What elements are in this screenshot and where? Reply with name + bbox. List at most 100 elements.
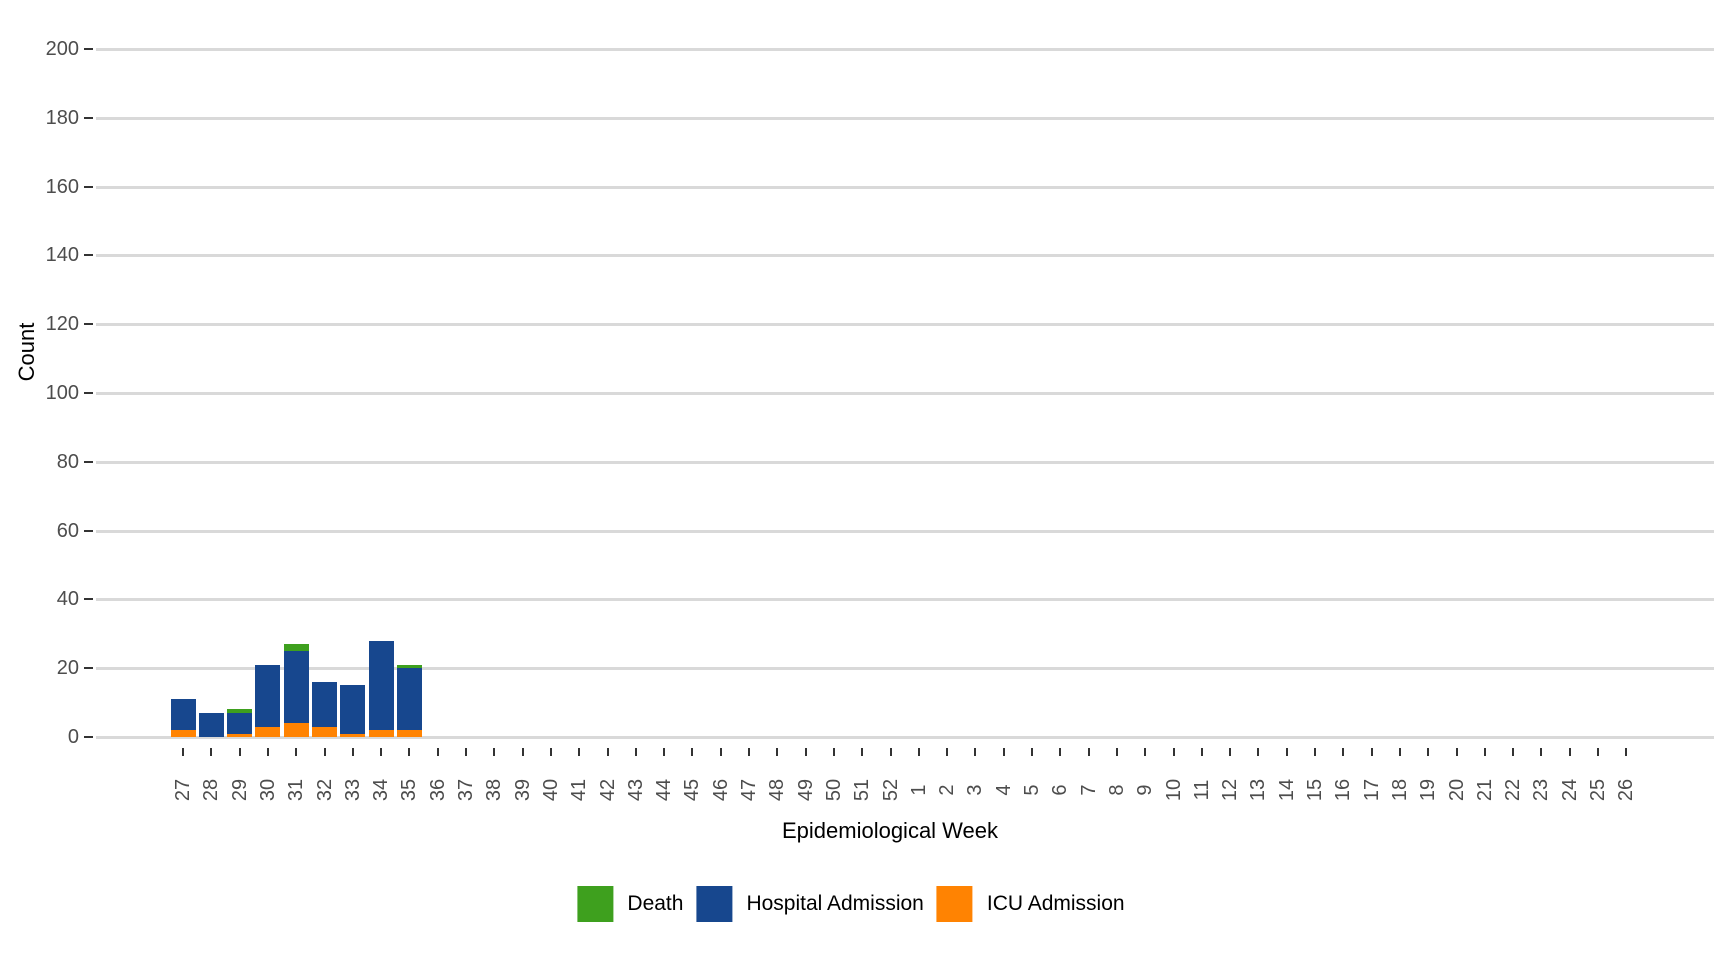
bar-week-29-hospital-admission bbox=[227, 712, 253, 734]
x-axis-tick bbox=[351, 748, 354, 756]
x-axis-tick bbox=[465, 748, 467, 756]
legend-swatch-icu-admission bbox=[936, 886, 973, 922]
x-axis-tick bbox=[691, 748, 694, 756]
bar-week-32-icu-admission bbox=[312, 726, 337, 737]
legend: Death Hospital Admission ICU Admission bbox=[577, 886, 1125, 922]
x-axis-tick bbox=[578, 748, 581, 756]
bar-week-33-icu-admission bbox=[340, 733, 366, 737]
gridline-y-0 bbox=[96, 736, 1714, 739]
x-axis-tick bbox=[832, 748, 835, 756]
x-axis-tick bbox=[408, 748, 411, 756]
x-axis-tick bbox=[634, 748, 637, 756]
bar-week-35-death bbox=[396, 664, 422, 669]
gridline-y-160 bbox=[96, 185, 1714, 189]
gridline-y-180 bbox=[96, 116, 1714, 120]
x-axis-tick bbox=[1200, 748, 1203, 756]
x-axis-tick bbox=[1172, 748, 1175, 756]
y-axis-tick-label: 0 bbox=[67, 726, 79, 748]
gridline-y-80 bbox=[96, 460, 1714, 464]
legend-swatch-death bbox=[577, 886, 614, 922]
y-axis-tick bbox=[84, 254, 93, 257]
legend-item-death: Death bbox=[577, 886, 683, 922]
y-axis-tick-label: 40 bbox=[56, 588, 79, 611]
x-axis-tick bbox=[1568, 748, 1571, 756]
y-axis-tick bbox=[84, 185, 93, 188]
bar-week-33-hospital-admission bbox=[340, 685, 366, 734]
gridline-y-100 bbox=[96, 392, 1714, 395]
x-axis-tick bbox=[1512, 748, 1515, 756]
x-axis-tick bbox=[1342, 748, 1345, 756]
bar-week-34-icu-admission bbox=[368, 730, 394, 737]
x-axis-tick bbox=[1483, 748, 1486, 756]
legend-label-hospital-admission: Hospital Admission bbox=[746, 892, 924, 915]
x-axis-tick bbox=[493, 748, 496, 756]
x-axis-tick bbox=[521, 748, 524, 756]
x-axis-tick bbox=[1031, 748, 1033, 756]
y-axis-tick bbox=[84, 116, 93, 119]
y-axis-tick-label: 20 bbox=[56, 657, 79, 680]
gridline-y-40 bbox=[96, 598, 1714, 602]
x-axis-tick bbox=[1002, 748, 1005, 756]
x-axis-tick bbox=[1427, 748, 1430, 756]
x-axis-tick bbox=[719, 748, 722, 756]
bar-week-29-death bbox=[227, 709, 253, 713]
y-axis-tick-label: 180 bbox=[45, 106, 79, 129]
x-axis-tick bbox=[776, 748, 779, 756]
bar-week-34-hospital-admission bbox=[368, 640, 394, 731]
y-axis-tick bbox=[84, 460, 93, 463]
x-axis-tick bbox=[1398, 748, 1401, 756]
legend-item-hospital-admission: Hospital Admission bbox=[696, 886, 924, 922]
x-axis-tick bbox=[1115, 748, 1118, 756]
x-axis-tick bbox=[663, 748, 666, 756]
y-axis-tick-label: 80 bbox=[56, 450, 79, 473]
gridline-y-140 bbox=[96, 254, 1714, 258]
legend-swatch-hospital-admission bbox=[696, 886, 733, 922]
x-axis-tick bbox=[1059, 748, 1062, 756]
y-axis-tick bbox=[84, 323, 93, 326]
x-axis-tick bbox=[1229, 748, 1232, 756]
y-axis-tick-label: 100 bbox=[45, 382, 79, 404]
bar-week-31-icu-admission bbox=[283, 723, 309, 737]
gridline-y-120 bbox=[96, 323, 1714, 327]
bar-week-27-hospital-admission bbox=[170, 699, 196, 731]
y-axis-tick-label: 140 bbox=[45, 244, 79, 267]
y-axis-tick-label: 160 bbox=[45, 175, 79, 198]
x-axis-tick-label: 26 bbox=[1614, 778, 1637, 802]
x-axis-tick bbox=[549, 748, 552, 756]
x-axis-tick bbox=[1540, 748, 1543, 756]
y-axis-tick bbox=[84, 667, 93, 670]
x-axis-tick bbox=[266, 748, 269, 756]
x-axis-tick bbox=[238, 748, 241, 756]
x-axis-tick bbox=[1455, 748, 1458, 756]
x-axis-tick bbox=[748, 748, 750, 756]
x-axis-tick bbox=[1285, 748, 1288, 756]
bar-week-30-icu-admission bbox=[255, 726, 281, 737]
x-axis-tick bbox=[182, 748, 184, 756]
y-axis-tick-label: 200 bbox=[45, 38, 79, 60]
bar-week-31-death bbox=[283, 644, 309, 651]
bar-week-28-hospital-admission bbox=[198, 712, 224, 737]
x-axis-tick bbox=[1314, 748, 1316, 756]
bar-week-32-hospital-admission bbox=[312, 681, 337, 727]
y-axis-tick-label: 120 bbox=[45, 313, 79, 336]
x-axis-title: Epidemiological Week bbox=[781, 818, 999, 843]
x-axis-tick bbox=[889, 748, 892, 756]
gridline-y-60 bbox=[96, 529, 1714, 533]
y-axis-tick-label: 60 bbox=[56, 519, 79, 542]
x-axis-tick bbox=[1370, 748, 1373, 756]
bar-week-27-icu-admission bbox=[170, 730, 196, 737]
x-axis-tick bbox=[1144, 748, 1147, 756]
x-axis-tick bbox=[861, 748, 864, 756]
x-axis-tick bbox=[295, 748, 298, 756]
x-axis-tick bbox=[974, 748, 977, 756]
x-axis-tick bbox=[1257, 748, 1260, 756]
x-axis-tick bbox=[804, 748, 807, 756]
x-axis-tick bbox=[1597, 748, 1599, 756]
x-axis-tick bbox=[210, 748, 213, 756]
y-axis-title: Count bbox=[14, 322, 39, 382]
y-axis-tick bbox=[84, 529, 93, 532]
bar-week-35-icu-admission bbox=[396, 730, 422, 737]
legend-label-icu-admission: ICU Admission bbox=[986, 892, 1125, 915]
bar-week-35-hospital-admission bbox=[396, 668, 422, 731]
